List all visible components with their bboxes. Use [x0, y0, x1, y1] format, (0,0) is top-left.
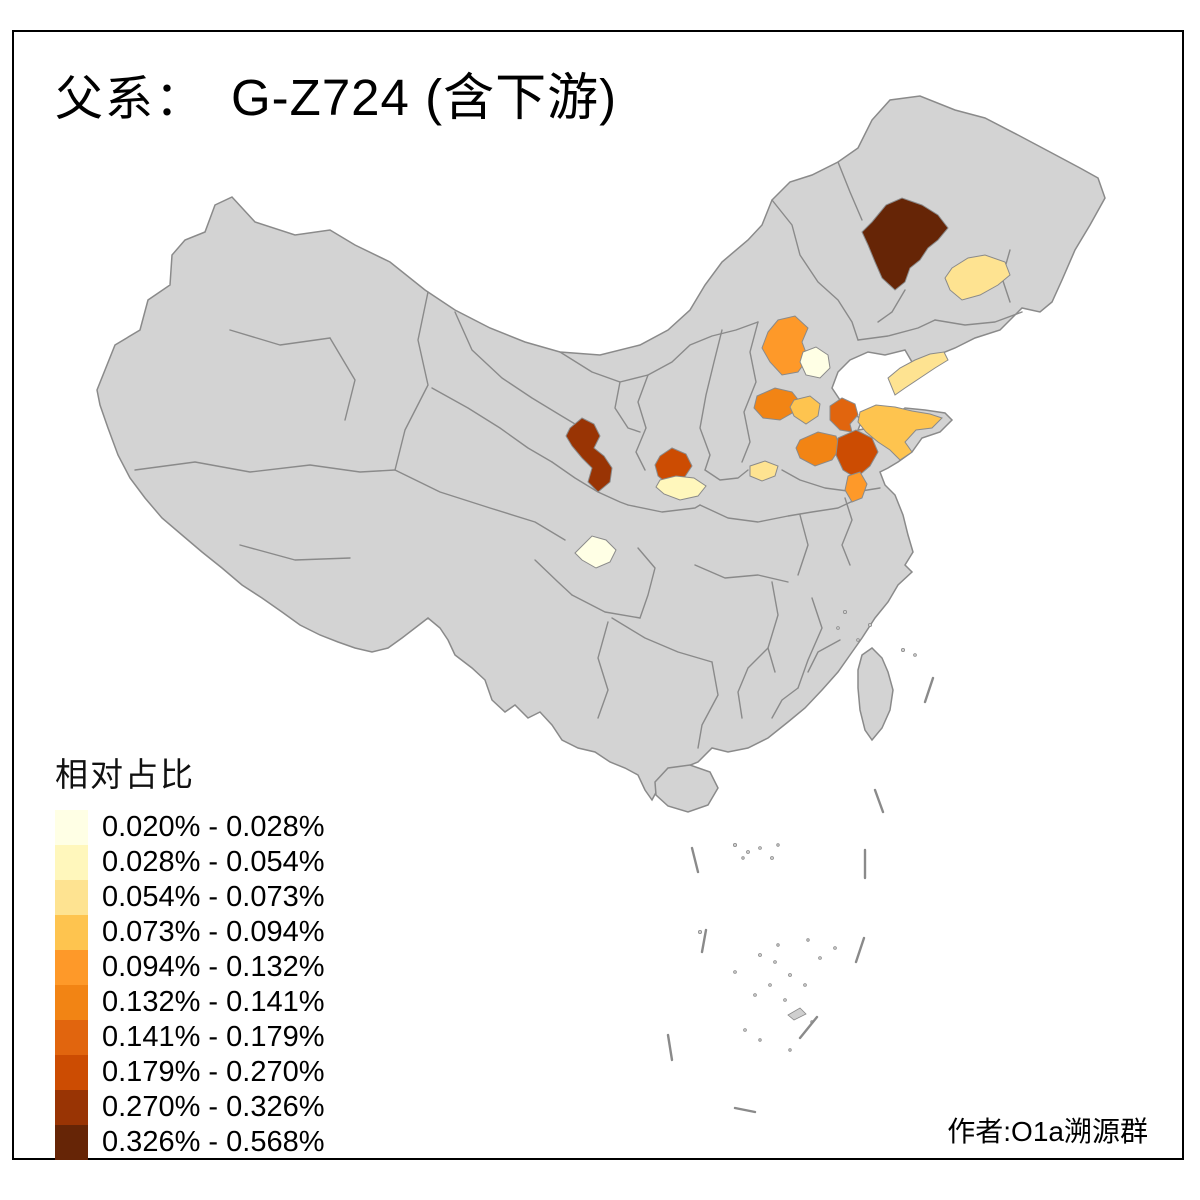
legend-row: 0.020% - 0.028%	[55, 810, 324, 845]
region-shandong-peninsula	[857, 404, 943, 461]
legend-row: 0.141% - 0.179%	[55, 1020, 324, 1055]
china-outline	[96, 95, 1106, 802]
region-gansu-central	[565, 417, 613, 493]
title-haplogroup: G-Z724 (含下游)	[231, 69, 618, 126]
legend-label-4: 0.073% - 0.094%	[102, 916, 325, 948]
region-shandong-west	[795, 431, 841, 467]
legend-label-3: 0.054% - 0.073%	[102, 881, 325, 913]
region-henan-central	[749, 460, 779, 482]
legend-label-5: 0.094% - 0.132%	[102, 951, 325, 983]
legend-label-2: 0.028% - 0.054%	[102, 846, 325, 878]
figure-frame	[12, 30, 1184, 1160]
region-heilongjiang-west	[944, 254, 1011, 301]
legend-label-8: 0.179% - 0.270%	[102, 1056, 325, 1088]
legend-row: 0.326% - 0.568%	[55, 1125, 324, 1160]
region-shandong-south	[844, 471, 868, 503]
region-shandong-central	[835, 429, 879, 479]
legend-swatch-6	[55, 985, 88, 1020]
legend-row: 0.073% - 0.094%	[55, 915, 324, 950]
legend-swatch-9	[55, 1090, 88, 1125]
legend-label-10: 0.326% - 0.568%	[102, 1126, 325, 1158]
legend-swatch-2	[55, 845, 88, 880]
legend-swatch-5	[55, 950, 88, 985]
legend-swatch-1	[55, 810, 88, 845]
south-china-sea-islands	[698, 610, 917, 1052]
legend-row: 0.270% - 0.326%	[55, 1090, 324, 1125]
attribution: 作者:O1a溯源群	[947, 1116, 1148, 1147]
region-liaodong-peninsula	[887, 351, 949, 396]
legend-row: 0.132% - 0.141%	[55, 985, 324, 1020]
legend: 相对占比 0.020% - 0.028% 0.028% - 0.054% 0.0…	[55, 748, 324, 1160]
legend-row: 0.028% - 0.054%	[55, 845, 324, 880]
nine-dash-line	[666, 676, 935, 1114]
title-lineage-label: 父系：	[55, 71, 206, 127]
highlighted-regions	[565, 197, 1011, 569]
region-hebei-south	[789, 395, 821, 425]
legend-swatch-7	[55, 1020, 88, 1055]
legend-row: 0.094% - 0.132%	[55, 950, 324, 985]
legend-label-9: 0.270% - 0.326%	[102, 1091, 325, 1123]
taiwan-island	[857, 647, 894, 742]
legend-row: 0.179% - 0.270%	[55, 1055, 324, 1090]
legend-swatch-10	[55, 1125, 88, 1160]
province-borders	[134, 161, 1023, 749]
region-beijing	[799, 346, 831, 379]
legend-label-7: 0.141% - 0.179%	[102, 1021, 325, 1053]
figure-title: 父系： G-Z724 (含下游)	[55, 56, 617, 130]
legend-title: 相对占比	[55, 756, 195, 793]
region-sichuan-chengdu	[574, 535, 617, 569]
region-shandong-north	[829, 397, 859, 433]
legend-swatch-4	[55, 915, 88, 950]
legend-swatch-8	[55, 1055, 88, 1090]
legend-label-1: 0.020% - 0.028%	[102, 811, 325, 843]
region-ne-inner-mongolia	[861, 197, 949, 291]
legend-swatch-3	[55, 880, 88, 915]
legend-row: 0.054% - 0.073%	[55, 880, 324, 915]
region-shaanxi-south	[655, 475, 707, 501]
hainan-island	[654, 764, 719, 813]
legend-label-6: 0.132% - 0.141%	[102, 986, 325, 1018]
